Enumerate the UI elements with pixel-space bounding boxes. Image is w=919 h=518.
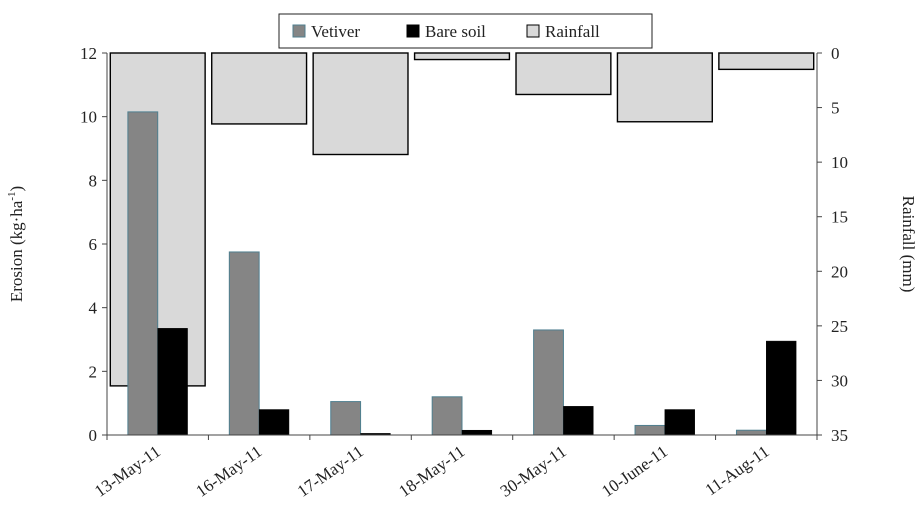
- vetiver-bar: [431, 396, 463, 436]
- right-axis-title: Rainfall (mm): [899, 196, 918, 293]
- left-axis-tick-label: 4: [89, 299, 98, 318]
- right-axis-tick-label: 10: [831, 153, 848, 172]
- rainfall-bar: [718, 52, 815, 71]
- vetiver-bar: [228, 251, 260, 436]
- legend-label: Bare soil: [425, 22, 486, 41]
- right-axis-tick-label: 25: [831, 317, 848, 336]
- vetiver-bar: [533, 329, 564, 436]
- bare-soil-bar: [157, 328, 188, 436]
- vetiver-bar: [330, 401, 362, 436]
- left-axis-tick-label: 0: [89, 426, 98, 445]
- bare-soil-bar: [563, 406, 594, 436]
- x-axis-tick-label: 11-Aug-11: [702, 442, 773, 500]
- bare-soil-bar: [664, 409, 695, 436]
- bare-soil-bar: [258, 409, 290, 436]
- right-axis-tick-label: 20: [831, 262, 848, 281]
- legend-swatch-vetiver: [292, 24, 306, 38]
- left-axis-tick-label: 6: [89, 235, 98, 254]
- erosion-bars: [127, 111, 797, 436]
- rainfall-bar: [312, 52, 409, 156]
- bare-soil-bar: [766, 340, 797, 436]
- legend-label: Rainfall: [545, 22, 600, 41]
- legend-swatch-rainfall: [526, 24, 540, 38]
- x-axis-tick-label: 18-May-11: [395, 442, 468, 501]
- legend-box: [278, 13, 653, 49]
- rainfall-bar: [616, 52, 713, 123]
- legend: Vetiver Bare soil Rainfall: [278, 13, 653, 49]
- x-axis-tick-label: 13-May-11: [91, 442, 164, 501]
- vetiver-bar: [735, 429, 767, 436]
- right-axis-tick-label: 15: [831, 208, 848, 227]
- legend-swatch-bare-soil: [406, 24, 420, 38]
- right-axis-tick-label: 35: [831, 426, 848, 445]
- vetiver-bar: [634, 424, 666, 436]
- rainfall-bars: [109, 52, 815, 387]
- left-axis-tick-label: 12: [80, 44, 97, 63]
- bare-soil-bar: [461, 429, 493, 436]
- x-axis-tick-label: 16-May-11: [192, 442, 265, 501]
- legend-label: Vetiver: [311, 22, 360, 41]
- left-axis-tick-label: 8: [89, 171, 98, 190]
- x-axis-tick-label: 10-June-11: [598, 442, 671, 501]
- rainfall-bar: [211, 52, 308, 125]
- rainfall-bar: [413, 52, 511, 61]
- left-axis-title: Erosion (kg·ha-1): [6, 186, 26, 302]
- vetiver-bar: [127, 111, 159, 436]
- left-axis-tick-label: 2: [89, 362, 98, 381]
- right-axis-tick-label: 30: [831, 371, 848, 390]
- right-axis-tick-label: 5: [831, 99, 840, 118]
- x-axis-tick-label: 17-May-11: [294, 442, 367, 501]
- right-axis-tick-label: 0: [831, 44, 840, 63]
- x-axis-tick-label: 30-May-11: [497, 442, 570, 501]
- left-axis-tick-label: 10: [80, 108, 97, 127]
- rainfall-bar: [515, 52, 612, 96]
